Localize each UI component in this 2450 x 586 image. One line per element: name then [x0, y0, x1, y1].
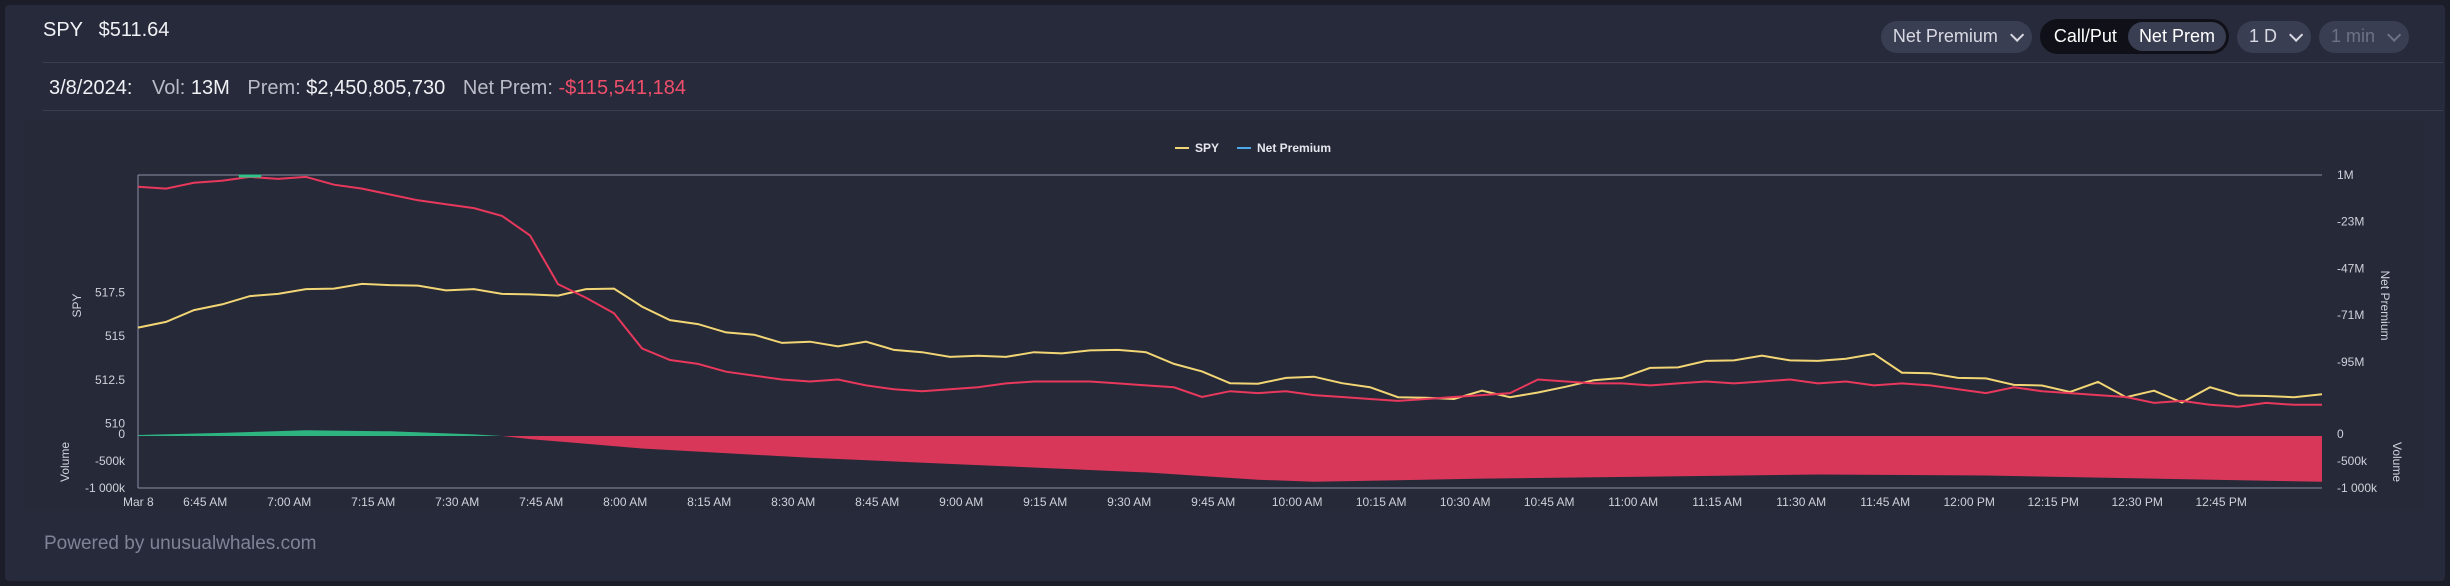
vol-label: Vol:	[151, 77, 186, 99]
view-toggle: Call/Put Net Prem	[2039, 19, 2229, 54]
volume-area-negative	[502, 436, 2322, 482]
chart-controls: Net Premium Call/Put Net Prem 1 D 1 min	[1880, 19, 2409, 54]
volume-right-tick: -500k	[2337, 454, 2368, 468]
chevron-down-icon	[2387, 27, 2402, 42]
ticker-label: SPY $511.64	[43, 19, 179, 42]
metric-select[interactable]: Net Premium	[1880, 20, 2032, 53]
volume-right-title: Volume	[2390, 442, 2404, 482]
x-tick-label: 10:45 AM	[1524, 495, 1575, 509]
volume-left-tick: 0	[118, 427, 125, 441]
x-tick-label: 8:00 AM	[603, 495, 647, 509]
x-tick-label: 7:30 AM	[435, 495, 479, 509]
x-tick-label: 12:00 PM	[1944, 495, 1995, 509]
x-tick-label: 9:15 AM	[1023, 495, 1067, 509]
metric-select-label: Net Premium	[1892, 26, 1998, 46]
x-tick-label: 11:00 AM	[1608, 495, 1658, 509]
left-tick-label: 517.5	[95, 285, 125, 299]
x-tick-label: Mar 8	[123, 495, 154, 509]
left-tick-label: 512.5	[95, 373, 125, 387]
prem-label: Prem:	[247, 77, 301, 99]
right-tick-label: -47M	[2337, 261, 2364, 275]
volume-right-tick: 0	[2337, 427, 2344, 441]
stats-date: 3/8/2024:	[49, 77, 133, 99]
chevron-down-icon	[2289, 27, 2304, 42]
x-tick-label: 11:45 AM	[1860, 495, 1910, 509]
volume-right-tick: -1 000k	[2337, 481, 2378, 495]
x-tick-label: 6:45 AM	[183, 495, 227, 509]
right-axis-title: Net Premium	[2378, 270, 2392, 340]
footer-credit: Powered by unusualwhales.com	[44, 533, 317, 554]
x-tick-label: 12:15 PM	[2028, 495, 2079, 509]
x-tick-label: 9:45 AM	[1191, 495, 1235, 509]
stats-divider	[43, 110, 2443, 111]
x-tick-label: 11:15 AM	[1692, 495, 1742, 509]
net-prem-label: Net Prem:	[462, 77, 553, 99]
chart-panel: SPY $511.64 Net Premium Call/Put Net Pre…	[5, 5, 2445, 581]
left-tick-label: 510	[105, 417, 125, 431]
net-premium-line	[137, 175, 2322, 408]
prem-value: $2,450,805,730	[306, 77, 446, 99]
x-tick-label: 7:15 AM	[351, 495, 395, 509]
right-tick-label: -71M	[2337, 308, 2364, 322]
volume-left-tick: -1 000k	[85, 481, 126, 495]
interval-select-label: 1 min	[2330, 26, 2375, 46]
toggle-net-prem[interactable]: Net Prem	[2127, 22, 2226, 51]
x-tick-label: 8:30 AM	[771, 495, 815, 509]
net-prem-value: -$115,541,184	[558, 77, 686, 99]
header-divider	[43, 62, 2443, 63]
x-tick-label: 11:30 AM	[1776, 495, 1826, 509]
volume-left-title: Volume	[58, 442, 72, 482]
period-select[interactable]: 1 D	[2236, 20, 2311, 53]
right-tick-label: 1M	[2337, 168, 2354, 182]
stats-bar: 3/8/2024: Vol: 13M Prem: $2,450,805,730 …	[49, 77, 686, 100]
legend-label-1: Net Premium	[1257, 141, 1331, 155]
right-tick-label: -95M	[2337, 355, 2364, 369]
toggle-call-put[interactable]: Call/Put	[2053, 26, 2117, 46]
left-tick-label: 515	[105, 329, 125, 343]
x-tick-label: 7:00 AM	[267, 495, 311, 509]
ticker-price: $511.64	[98, 19, 170, 41]
x-tick-label: 7:45 AM	[519, 495, 563, 509]
x-tick-label: 8:15 AM	[687, 495, 731, 509]
ticker-symbol: SPY	[43, 19, 84, 41]
vol-value: 13M	[190, 77, 230, 99]
x-tick-label: 10:30 AM	[1440, 495, 1491, 509]
chart-area: SPY Net Premium 517.5 515 512.5 510 SPY 1M -23M -…	[25, 120, 2425, 510]
x-tick-label: 10:00 AM	[1272, 495, 1323, 509]
period-select-label: 1 D	[2248, 26, 2277, 46]
x-tick-label: 10:15 AM	[1356, 495, 1407, 509]
left-axis-title: SPY	[70, 293, 84, 317]
right-tick-label: -23M	[2337, 215, 2364, 229]
x-tick-label: 12:30 PM	[2112, 495, 2163, 509]
volume-area-positive	[138, 430, 502, 436]
spy-line	[137, 282, 2323, 404]
x-tick-label: 8:45 AM	[855, 495, 899, 509]
legend-label-0: SPY	[1195, 141, 1219, 155]
volume-left-tick: -500k	[95, 454, 126, 468]
x-tick-label: 9:30 AM	[1107, 495, 1151, 509]
interval-select[interactable]: 1 min	[2318, 20, 2409, 53]
x-tick-label: 9:00 AM	[939, 495, 983, 509]
chart-svg[interactable]: SPY Net Premium 517.5 515 512.5 510 SPY 1M -23M -…	[25, 120, 2425, 510]
x-tick-label: 12:45 PM	[2196, 495, 2247, 509]
chevron-down-icon	[2009, 27, 2025, 42]
header: SPY $511.64 Net Premium Call/Put Net Pre…	[5, 5, 2445, 65]
